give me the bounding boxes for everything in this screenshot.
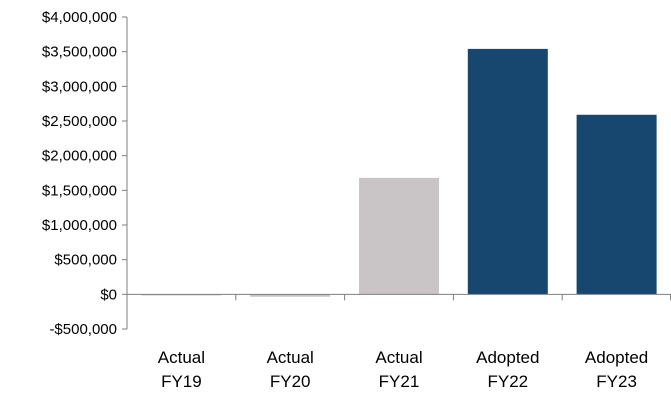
y-tick-label: $4,000,000 (42, 9, 117, 26)
y-tick-label: $2,000,000 (42, 148, 117, 165)
x-axis: Actual FY19 Actual FY20 Actual FY21 Adopted FY2… (127, 293, 671, 391)
y-tick-label: $500,000 (54, 252, 117, 269)
x-tick-label: Actual FY19 (158, 348, 205, 391)
y-axis: $4,000,000 $3,500,000 $3,000,000 $2,500,000… (42, 9, 128, 338)
x-tick-label: Actual FY20 (267, 348, 314, 391)
bars (141, 48, 657, 297)
x-tick-label: Actual FY21 (375, 348, 422, 391)
bar (250, 294, 331, 297)
y-tick-label: $3,000,000 (42, 78, 117, 95)
bar (467, 48, 548, 295)
y-tick-label: $3,500,000 (42, 44, 117, 61)
bar (359, 177, 439, 295)
y-tick-label: $0 (100, 286, 117, 303)
y-tick-label: -$500,000 (49, 321, 117, 338)
y-tick-label: $1,500,000 (42, 182, 117, 199)
y-tick-label: $1,000,000 (42, 217, 117, 234)
y-tick-label: $2,500,000 (42, 113, 117, 130)
x-tick-label: Adopted FY22 (476, 348, 539, 391)
x-tick-label: Adopted FY23 (585, 348, 648, 391)
bar (576, 114, 657, 295)
